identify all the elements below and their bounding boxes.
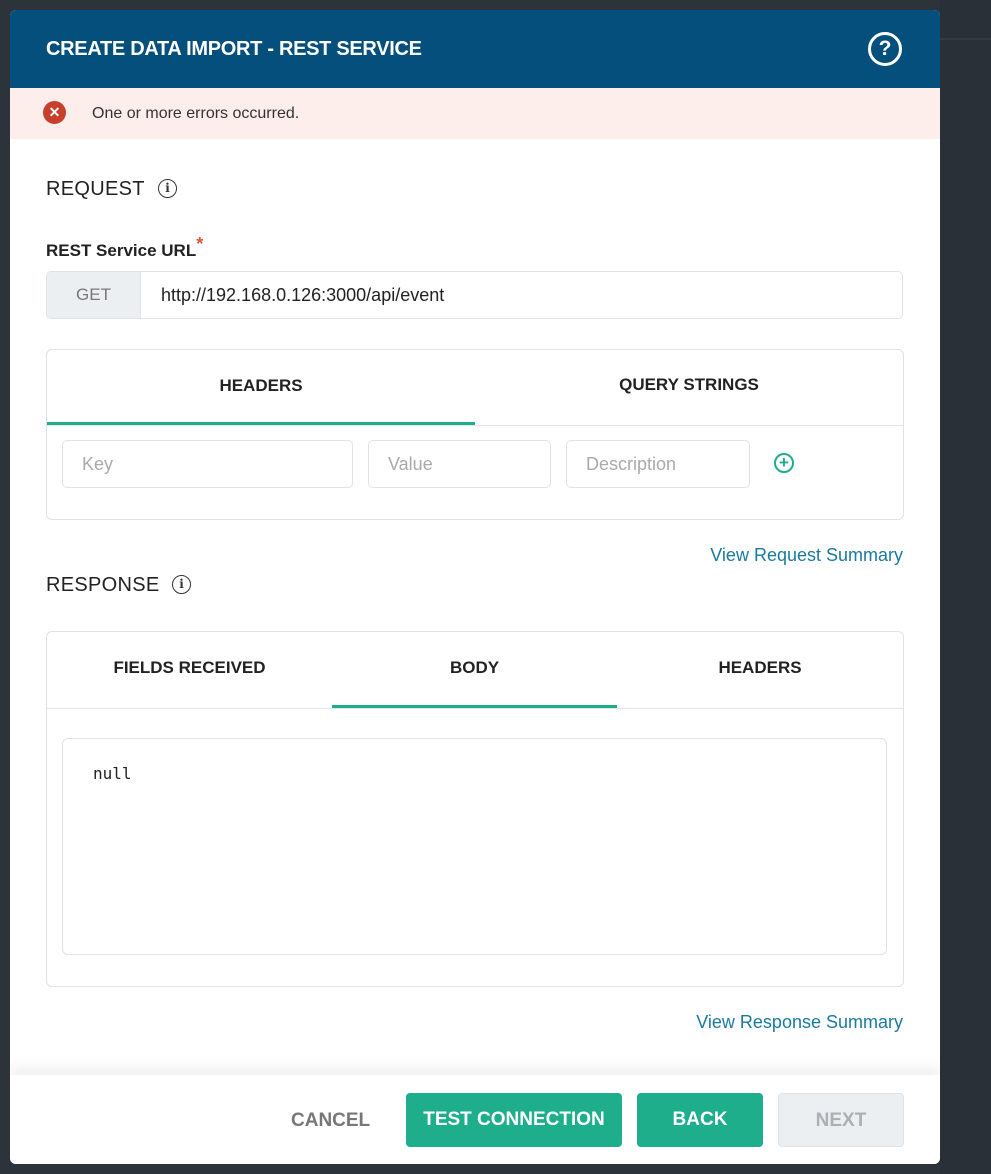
- background-divider: [940, 38, 991, 40]
- dialog-footer: CANCEL TEST CONNECTION BACK NEXT: [10, 1075, 940, 1164]
- url-label-text: REST Service URL: [46, 241, 197, 260]
- view-request-summary-link[interactable]: View Request Summary: [710, 545, 903, 565]
- cancel-button[interactable]: CANCEL: [291, 1110, 371, 1131]
- tab-body[interactable]: BODY: [449, 658, 500, 677]
- request-heading: REQUEST: [46, 178, 145, 200]
- header-description-input[interactable]: Description: [566, 440, 750, 488]
- url-label: REST Service URL*: [46, 234, 203, 261]
- header-key-input[interactable]: Key: [62, 440, 353, 488]
- background: [940, 0, 991, 1174]
- active-tab-indicator: [332, 705, 617, 709]
- tab-response-headers[interactable]: HEADERS: [718, 658, 802, 677]
- header-value-input[interactable]: Value: [368, 440, 551, 488]
- active-tab-indicator: [47, 422, 475, 426]
- dialog-header: CREATE DATA IMPORT - REST SERVICE ?: [10, 10, 940, 88]
- add-header-icon[interactable]: +: [774, 453, 794, 473]
- url-input[interactable]: http://192.168.0.126:3000/api/event: [161, 285, 445, 305]
- tab-fields-received[interactable]: FIELDS RECEIVED: [113, 658, 266, 677]
- required-mark: *: [196, 234, 204, 254]
- response-body[interactable]: null: [62, 738, 887, 955]
- method-select[interactable]: GET: [47, 272, 141, 318]
- create-data-import-dialog: CREATE DATA IMPORT - REST SERVICE ? ✕ On…: [10, 10, 940, 1164]
- response-heading: RESPONSE: [46, 574, 160, 596]
- error-icon: ✕: [43, 101, 66, 124]
- request-info-icon[interactable]: i: [158, 179, 177, 198]
- request-tabs-card: HEADERS QUERY STRINGS Key Value Descript…: [46, 349, 904, 520]
- help-icon[interactable]: ?: [868, 32, 902, 66]
- tab-divider: [47, 708, 903, 709]
- response-tabs-card: FIELDS RECEIVED BODY HEADERS null: [46, 631, 904, 987]
- url-field[interactable]: GET http://192.168.0.126:3000/api/event: [46, 271, 903, 319]
- tab-divider: [47, 425, 903, 426]
- dialog-title: CREATE DATA IMPORT - REST SERVICE: [46, 38, 422, 60]
- error-message: One or more errors occurred.: [92, 105, 300, 122]
- back-button[interactable]: BACK: [637, 1093, 763, 1147]
- tab-headers[interactable]: HEADERS: [219, 376, 303, 395]
- tab-query-strings[interactable]: QUERY STRINGS: [619, 375, 759, 394]
- view-response-summary-link[interactable]: View Response Summary: [696, 1012, 903, 1032]
- test-connection-button[interactable]: TEST CONNECTION: [406, 1093, 622, 1147]
- next-button[interactable]: NEXT: [778, 1093, 904, 1147]
- response-info-icon[interactable]: i: [172, 575, 191, 594]
- error-banner: ✕ One or more errors occurred.: [10, 88, 940, 139]
